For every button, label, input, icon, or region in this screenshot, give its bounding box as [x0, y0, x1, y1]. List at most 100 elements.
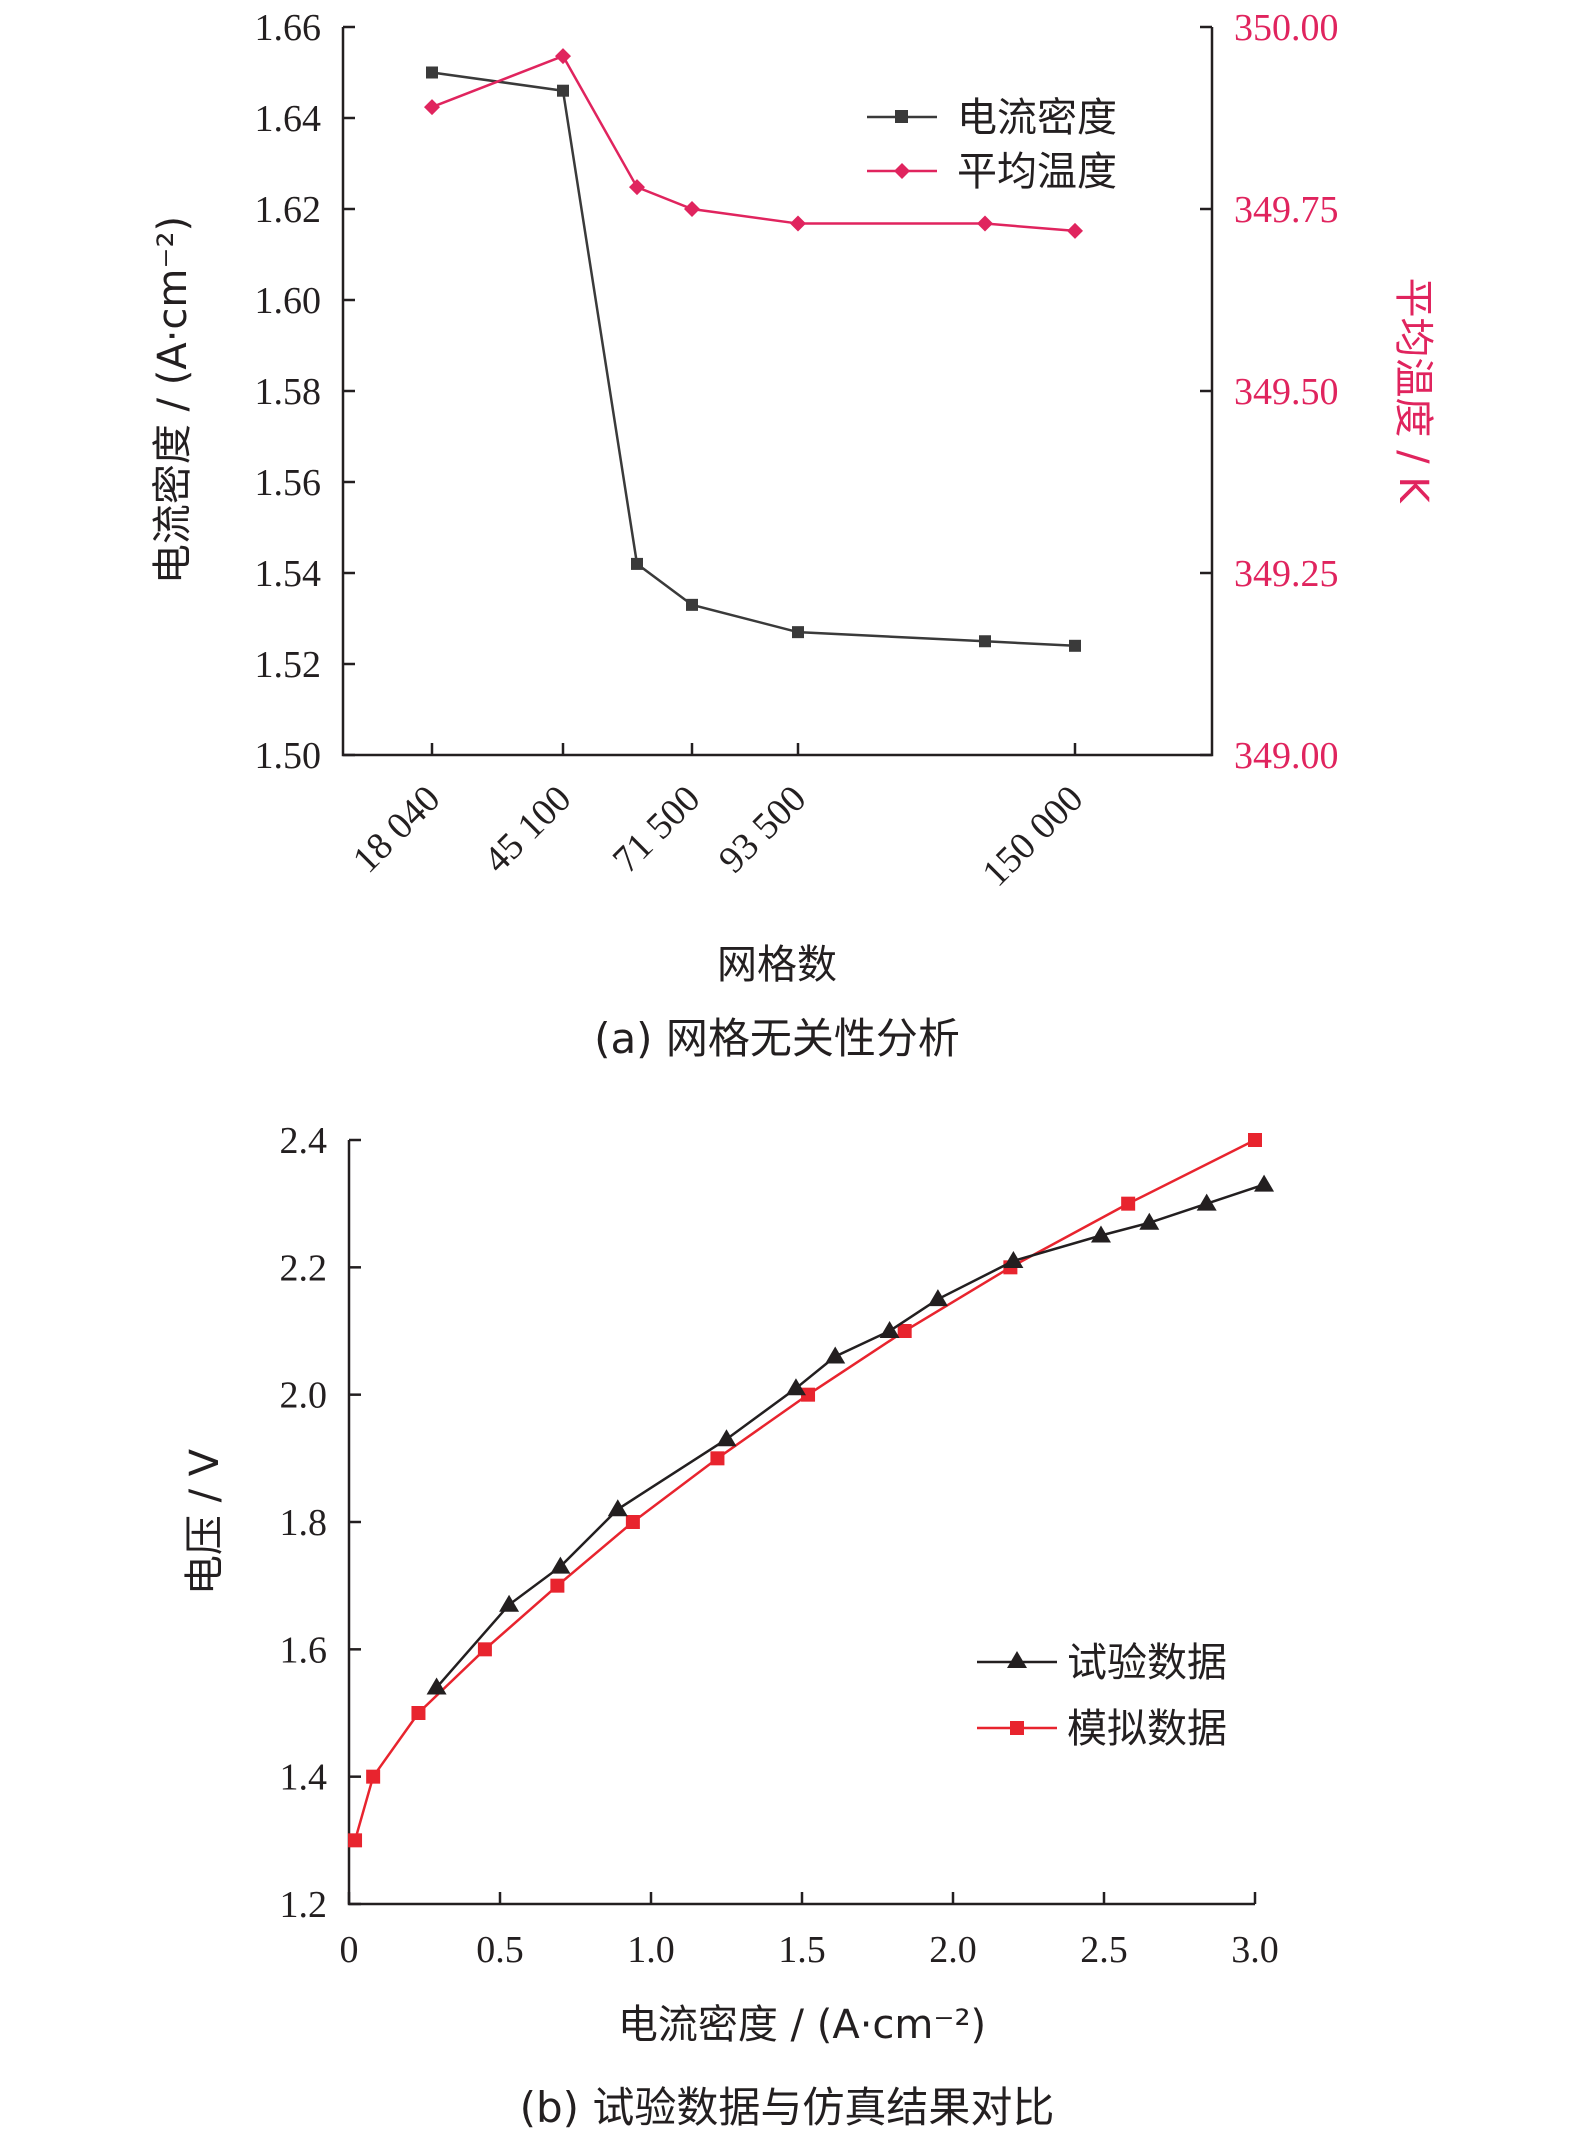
chart-a-xlabel: 网格数: [717, 942, 837, 988]
chart-b-ytick-label: 2.2: [280, 1247, 328, 1289]
chart-a-ytick-label: 1.66: [255, 7, 322, 49]
series-avg-temp-point: [424, 99, 440, 116]
chart-b-ylabel: 电压 / V: [182, 1448, 228, 1595]
chart-a-y2tick-label: 349.00: [1234, 735, 1339, 777]
chart-a-caption: (a) 网格无关性分析: [594, 1014, 960, 1063]
series-test-data-point: [1196, 1193, 1217, 1211]
series-sim-data-point: [550, 1578, 565, 1593]
series-test-data-point: [879, 1321, 900, 1338]
series-current-density-point: [426, 66, 438, 79]
legend-marker-sim-data: [1010, 1721, 1024, 1735]
chart-a-ytick-label: 1.54: [255, 553, 322, 595]
chart-b-ytick-label: 1.2: [280, 1884, 328, 1926]
series-test-data-point: [825, 1346, 846, 1364]
chart-a-legend: 电流密度 平均温度: [867, 95, 1117, 195]
chart-b-series: [348, 1133, 1275, 1848]
chart-a-xtick-label: 45 100: [476, 778, 580, 882]
series-test-data-point: [927, 1289, 948, 1307]
chart-a-ytick-label: 1.62: [255, 189, 322, 231]
chart-a-ytick-label: 1.52: [255, 644, 322, 686]
series-test-data-point: [550, 1556, 571, 1574]
series-avg-temp-point: [1067, 222, 1083, 239]
chart-b-caption: (b) 试验数据与仿真结果对比: [520, 2083, 1055, 2132]
series-test-data-point: [426, 1677, 447, 1695]
chart-b-xtick-label: 2.0: [929, 1929, 977, 1971]
series-sim-data-point: [801, 1387, 816, 1402]
chart-b-x-ticks: 0 0.5 1.0 1.5 2.0 2.5 3.0: [340, 1892, 1279, 1971]
series-current-density-point: [557, 84, 569, 97]
series-avg-temp-point: [684, 201, 700, 217]
series-sim-data-point: [625, 1515, 640, 1529]
series-sim-data-point: [710, 1451, 725, 1466]
series-test-data-point: [1139, 1212, 1160, 1230]
series-test-data-point: [1254, 1174, 1275, 1192]
series-sim-data-point: [477, 1642, 492, 1657]
chart-a-y2label: 平均温度 / K: [1390, 277, 1436, 504]
chart-a-left-ticks: 1.50 1.52 1.54 1.56 1.58 1.60 1.62 1.64 1.66: [255, 7, 355, 777]
series-sim-data-point: [366, 1769, 381, 1784]
series-test-data-point: [607, 1499, 628, 1517]
chart-b-legend: 试验数据 模拟数据: [977, 1640, 1227, 1752]
series-avg-temp-line: [431, 54, 1076, 233]
series-avg-temp-point: [629, 179, 645, 196]
chart-b-xtick-label: 2.5: [1080, 1929, 1128, 1971]
legend-marker-avg-temp: [894, 163, 910, 179]
series-test-data-line: [435, 1183, 1265, 1689]
series-test-data-point: [716, 1429, 737, 1447]
chart-a-xtick-label: 150 000: [974, 778, 1091, 895]
chart-b-xtick-label: 1.0: [627, 1929, 675, 1971]
legend-label-current-density: 电流密度: [957, 95, 1117, 141]
series-current-density-point: [1069, 639, 1081, 652]
chart-a-ytick-label: 1.60: [255, 280, 322, 322]
chart-a-ytick-label: 1.50: [255, 735, 322, 777]
chart-b-xtick-label: 1.5: [778, 1929, 826, 1971]
series-sim-data-point: [1248, 1133, 1262, 1147]
chart-b-ytick-label: 1.6: [280, 1629, 328, 1671]
series-test-data-point: [1090, 1225, 1111, 1243]
legend-marker-test-data: [1007, 1651, 1027, 1668]
chart-a-ytick-label: 1.64: [255, 98, 322, 140]
legend-label-avg-temp: 平均温度: [957, 149, 1117, 195]
series-avg-temp-point: [555, 48, 571, 65]
chart-a-y2tick-label: 350.00: [1234, 7, 1339, 49]
series-current-density-point: [631, 557, 643, 570]
chart-b-ytick-label: 1.4: [280, 1757, 328, 1799]
chart-a-x-ticks: 18 040 45 100 71 500 93 500 150 000: [345, 743, 1091, 895]
series-sim-data-point: [897, 1324, 912, 1338]
chart-a-y2tick-label: 349.75: [1234, 189, 1339, 231]
chart-b-axes: [347, 1140, 1255, 1906]
chart-b-xtick-label: 3.0: [1231, 1929, 1279, 1971]
chart-b-ytick-label: 2.0: [280, 1375, 328, 1417]
legend-label-test-data: 试验数据: [1067, 1640, 1227, 1686]
chart-b-xtick-label: 0.5: [476, 1929, 524, 1971]
series-current-density-point: [792, 626, 804, 639]
series-sim-data-point: [348, 1833, 363, 1848]
chart-a: 1.50 1.52 1.54 1.56 1.58 1.60 1.62 1.64 1.66 349…: [150, 7, 1436, 1063]
series-sim-data-point: [411, 1706, 426, 1720]
series-avg-temp-point: [790, 215, 806, 232]
chart-a-ylabel: 电流密度 / (A·cm⁻²): [150, 216, 196, 584]
chart-b-ytick-label: 2.4: [280, 1120, 328, 1162]
chart-a-ytick-label: 1.56: [255, 462, 322, 504]
series-current-density-point: [979, 635, 991, 648]
chart-b-xtick-label: 0: [340, 1929, 359, 1971]
chart-a-y2tick-label: 349.50: [1234, 371, 1339, 413]
chart-b-ytick-label: 1.8: [280, 1502, 328, 1544]
legend-label-sim-data: 模拟数据: [1067, 1706, 1227, 1752]
series-test-data-point: [1003, 1250, 1024, 1268]
chart-b-y-ticks: 1.2 1.4 1.6 1.8 2.0 2.2 2.4: [280, 1120, 361, 1926]
series-current-density-point: [686, 598, 698, 611]
chart-b-xlabel: 电流密度 / (A·cm⁻²): [618, 2002, 986, 2048]
legend-marker-current-density: [895, 110, 908, 123]
chart-a-xtick-label: 71 500: [605, 778, 709, 882]
chart-a-y2tick-label: 349.25: [1234, 553, 1339, 595]
series-sim-data-point: [1121, 1196, 1136, 1211]
chart-b: 1.2 1.4 1.6 1.8 2.0 2.2 2.4 0 0.5 1.0 1.5 2.0 2.5 3.…: [182, 1120, 1279, 2132]
series-test-data-point: [785, 1378, 806, 1396]
series-avg-temp-point: [977, 215, 993, 232]
chart-a-xtick-label: 93 500: [711, 778, 815, 882]
chart-a-xtick-label: 18 040: [345, 778, 449, 882]
series-test-data-point: [499, 1594, 520, 1612]
chart-a-right-ticks: 349.00 349.25 349.50 349.75 350.00: [1200, 7, 1339, 777]
